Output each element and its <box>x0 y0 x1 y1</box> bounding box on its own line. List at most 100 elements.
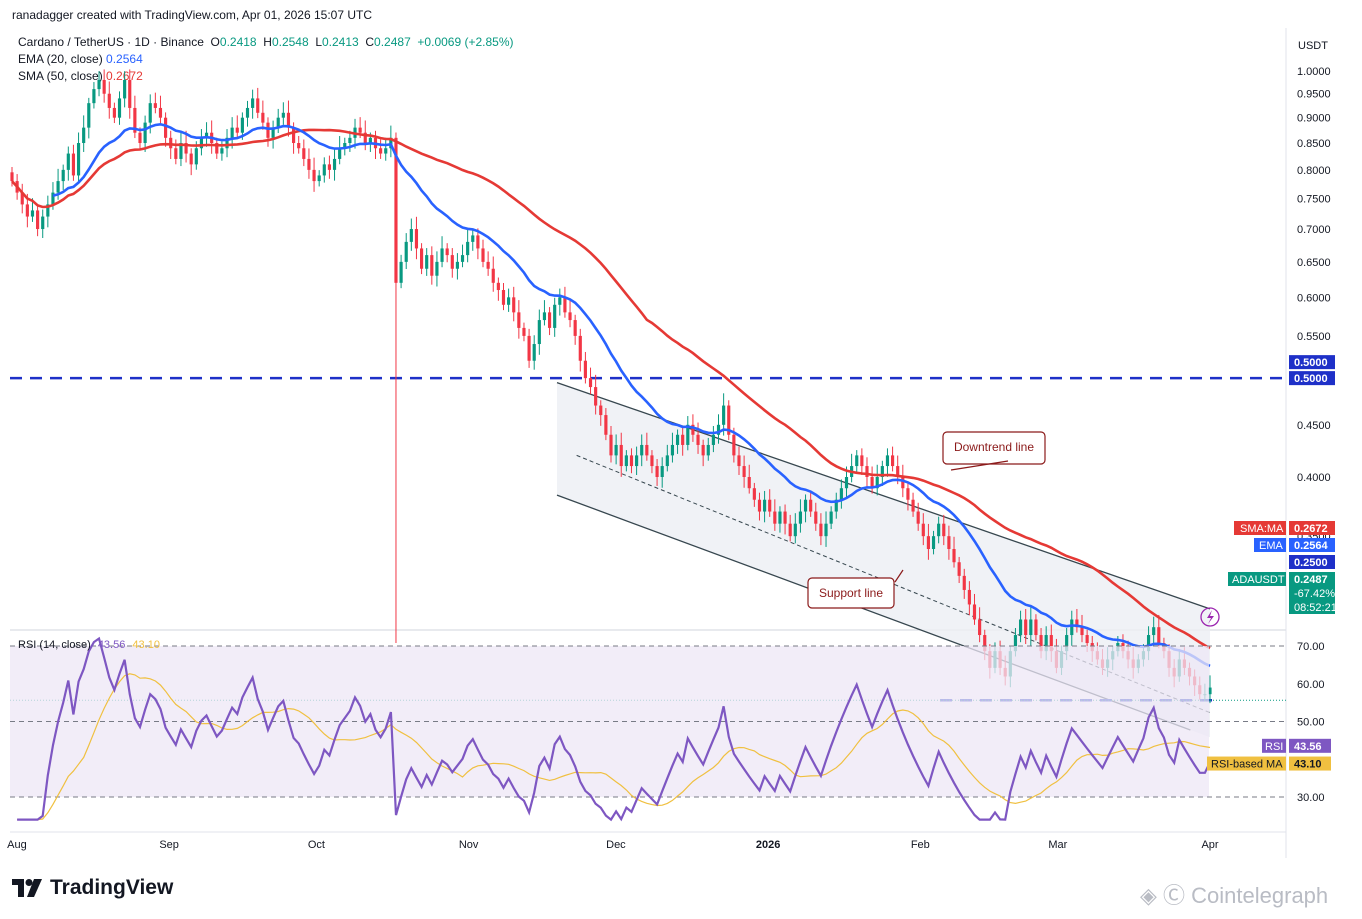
candle-body <box>430 255 434 276</box>
candle-body <box>747 477 751 489</box>
candle-body <box>655 466 659 477</box>
time-tick-label: Aug <box>7 839 27 851</box>
candle-body <box>261 112 265 123</box>
candle-body <box>25 204 29 217</box>
candle-body <box>722 405 726 425</box>
candle-body <box>716 424 721 435</box>
time-tick-label: 2026 <box>756 839 780 851</box>
candle-body <box>921 523 925 537</box>
candle-body <box>727 405 731 435</box>
candle-body <box>466 241 470 256</box>
candle-body <box>819 523 823 537</box>
candle-body <box>143 122 147 144</box>
lightning-icon[interactable] <box>1200 607 1220 627</box>
candle-body <box>742 466 746 477</box>
candle-body <box>230 127 234 138</box>
high-value: 0.2548 <box>271 35 309 49</box>
rsi-axis[interactable]: 70.00 60.00 50.00 30.00 <box>1297 641 1325 804</box>
candle-body <box>809 499 813 512</box>
downtrend-annotation-text: Downtrend line <box>954 440 1034 454</box>
sma-50-line[interactable] <box>11 128 1211 650</box>
time-tick-label: Apr <box>1201 839 1218 851</box>
candle-body <box>102 79 106 94</box>
candle-body <box>486 261 490 269</box>
rsi-tick-label: 30.00 <box>1297 792 1325 804</box>
candle-body <box>322 164 326 176</box>
candle-body <box>276 117 280 128</box>
candle-body <box>1085 635 1089 644</box>
candle-body <box>455 261 459 269</box>
candle-body <box>256 98 260 113</box>
time-axis[interactable]: Aug Sep Oct Nov Dec 2026 Feb Mar Apr <box>7 839 1219 851</box>
candle-body <box>133 107 137 133</box>
candle-body <box>297 143 301 149</box>
candle-body <box>138 132 142 144</box>
price-axis[interactable]: 1.0000 0.9500 0.9000 0.8500 0.8000 0.7500 0.70… <box>1297 66 1331 543</box>
rsi-ma-tag-name: RSI-based MA <box>1211 759 1283 771</box>
ema-tag: EMA 0.2564 <box>1254 538 1335 552</box>
candle-body <box>604 415 608 435</box>
rsi-ma-line[interactable] <box>17 673 1211 821</box>
rsi-tag: RSI 43.56 <box>1262 738 1331 753</box>
candle-body <box>783 511 787 524</box>
rsi-ma-tag-value: 43.10 <box>1294 759 1322 771</box>
candle-body <box>788 523 792 537</box>
candle-body <box>204 132 209 138</box>
currency-label[interactable]: USDT <box>1298 40 1328 52</box>
support-annotation[interactable]: Support line <box>807 569 904 609</box>
sma-tag-value: 0.2672 <box>1294 523 1328 535</box>
rsi-legend-ma-value: 43.10 <box>132 639 160 651</box>
candle-body <box>292 127 296 144</box>
candle-body <box>885 455 890 467</box>
candle-body <box>645 444 649 456</box>
candle-body <box>450 255 454 269</box>
candle-body <box>547 312 552 328</box>
candle-body <box>97 79 101 90</box>
candle-body <box>773 511 777 524</box>
price-tick-label: 0.6500 <box>1297 257 1331 269</box>
change-value: +0.0069 (+2.85%) <box>417 35 514 49</box>
candle-body <box>87 103 91 128</box>
ema-legend[interactable]: EMA (20, close) 0.2564 <box>18 52 143 66</box>
candle-body <box>1013 635 1018 652</box>
candle-body <box>496 282 500 291</box>
candle-body <box>619 444 623 467</box>
candle-body <box>763 499 767 512</box>
candle-body <box>1157 627 1161 644</box>
ema-20-line[interactable] <box>52 122 1211 668</box>
cointelegraph-text: Cointelegraph <box>1191 883 1329 908</box>
candle-body <box>445 248 449 256</box>
candle-body <box>460 255 465 262</box>
time-tick-label: Nov <box>459 839 479 851</box>
candle-body <box>358 127 362 133</box>
candle-body <box>338 148 342 159</box>
candle-body <box>609 434 613 456</box>
candle-body <box>51 192 55 205</box>
price-tick-label: 0.7000 <box>1297 224 1331 236</box>
candle-body <box>978 619 982 636</box>
candle-body <box>911 499 915 512</box>
candle-body <box>327 164 331 170</box>
candle-body <box>307 158 311 170</box>
symbol-name: Cardano / TetherUS · 1D · Binance <box>18 35 204 49</box>
candle-body <box>266 122 270 138</box>
downtrend-annotation[interactable]: Downtrend line <box>942 431 1046 471</box>
sma-tag: SMA:MA 0.2672 <box>1234 521 1335 535</box>
candle-body <box>481 248 485 262</box>
candle-body <box>1065 635 1069 652</box>
candle-body <box>491 268 495 283</box>
tradingview-logo[interactable]: TradingView <box>12 876 173 900</box>
price-tick-label: 0.5500 <box>1297 331 1331 343</box>
candle-body <box>522 327 526 336</box>
candle-body <box>681 434 685 445</box>
candle-body <box>1044 635 1048 652</box>
price-tick-label: 0.4000 <box>1297 472 1331 484</box>
rsi-line[interactable] <box>17 636 1211 822</box>
candle-body <box>71 153 76 176</box>
candle-body <box>793 523 797 537</box>
candle-body <box>235 127 239 133</box>
candle-body <box>568 312 572 321</box>
candle-body <box>624 455 628 467</box>
symbol-header: Cardano / TetherUS · 1D · Binance O0.241… <box>18 35 514 49</box>
